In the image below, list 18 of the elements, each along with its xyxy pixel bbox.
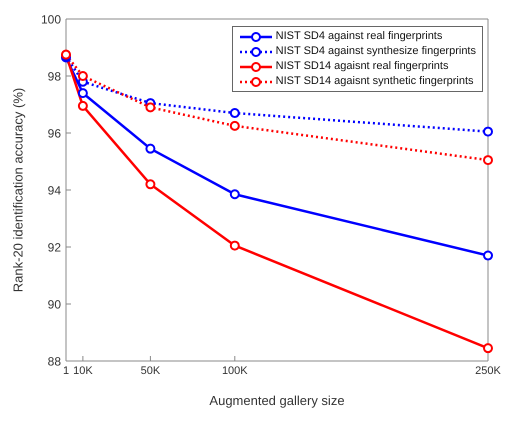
x-tick-label: 50K [140, 364, 161, 377]
legend-label: NIST SD14 agaisnt real fingerprints [276, 60, 448, 73]
x-axis-title: Augmented gallery size [209, 393, 345, 408]
legend-label: NIST SD14 agaisnt synthetic fingerprints [276, 75, 474, 88]
x-tick-label: 250K [475, 364, 502, 377]
y-axis-title: Rank-20 identification accuracy (%) [10, 88, 26, 292]
y-tick-label: 90 [48, 297, 62, 312]
y-tick-label: 94 [48, 183, 62, 198]
y-tick-label: 88 [48, 354, 62, 368]
y-tick-label: 96 [48, 126, 62, 140]
y-tick-label: 92 [48, 240, 62, 254]
x-tick-label: 100K [222, 364, 248, 377]
legend-label: NIST SD4 against synthesize fingerprints [276, 45, 476, 58]
y-tick-label: 98 [48, 69, 62, 84]
y-tick-label: 100 [40, 12, 62, 26]
x-tick-label: 10K [73, 364, 94, 377]
legend-label: NIST SD4 against real fingerprints [276, 30, 442, 43]
x-tick-label: 1 [62, 364, 70, 377]
